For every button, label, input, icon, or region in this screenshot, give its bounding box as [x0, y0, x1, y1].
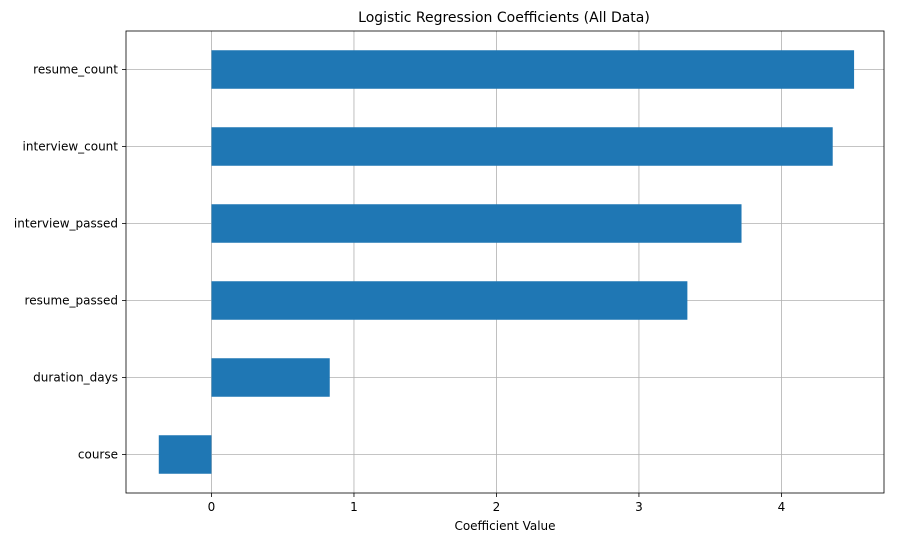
x-tick-label: 3 [635, 500, 643, 514]
y-tick-label: resume_passed [25, 294, 118, 308]
x-tick-label: 2 [493, 500, 501, 514]
plot-frame [125, 30, 885, 494]
chart-title: Logistic Regression Coefficients (All Da… [358, 10, 650, 26]
bars-layer [158, 50, 855, 474]
bar-course [158, 435, 212, 474]
bar-duration_days [211, 358, 330, 397]
y-tick-label: resume_count [33, 63, 118, 77]
x-axis-ticks: 0 1 2 3 4 [208, 493, 786, 514]
bar-interview_passed [211, 204, 742, 243]
y-tick-label: course [78, 448, 118, 462]
x-tick-label: 4 [778, 500, 786, 514]
x-axis-label: Coefficient Value [454, 519, 555, 533]
bar-resume_count [211, 50, 855, 89]
bar-resume_passed [211, 281, 688, 320]
x-tick-label: 1 [350, 500, 358, 514]
y-tick-label: interview_passed [14, 217, 118, 231]
x-tick-label: 0 [208, 500, 216, 514]
y-axis-ticks: course duration_days resume_passed intervie… [14, 63, 126, 462]
bar-interview_count [211, 127, 833, 166]
y-tick-label: interview_count [23, 140, 119, 154]
y-tick-label: duration_days [33, 371, 118, 385]
